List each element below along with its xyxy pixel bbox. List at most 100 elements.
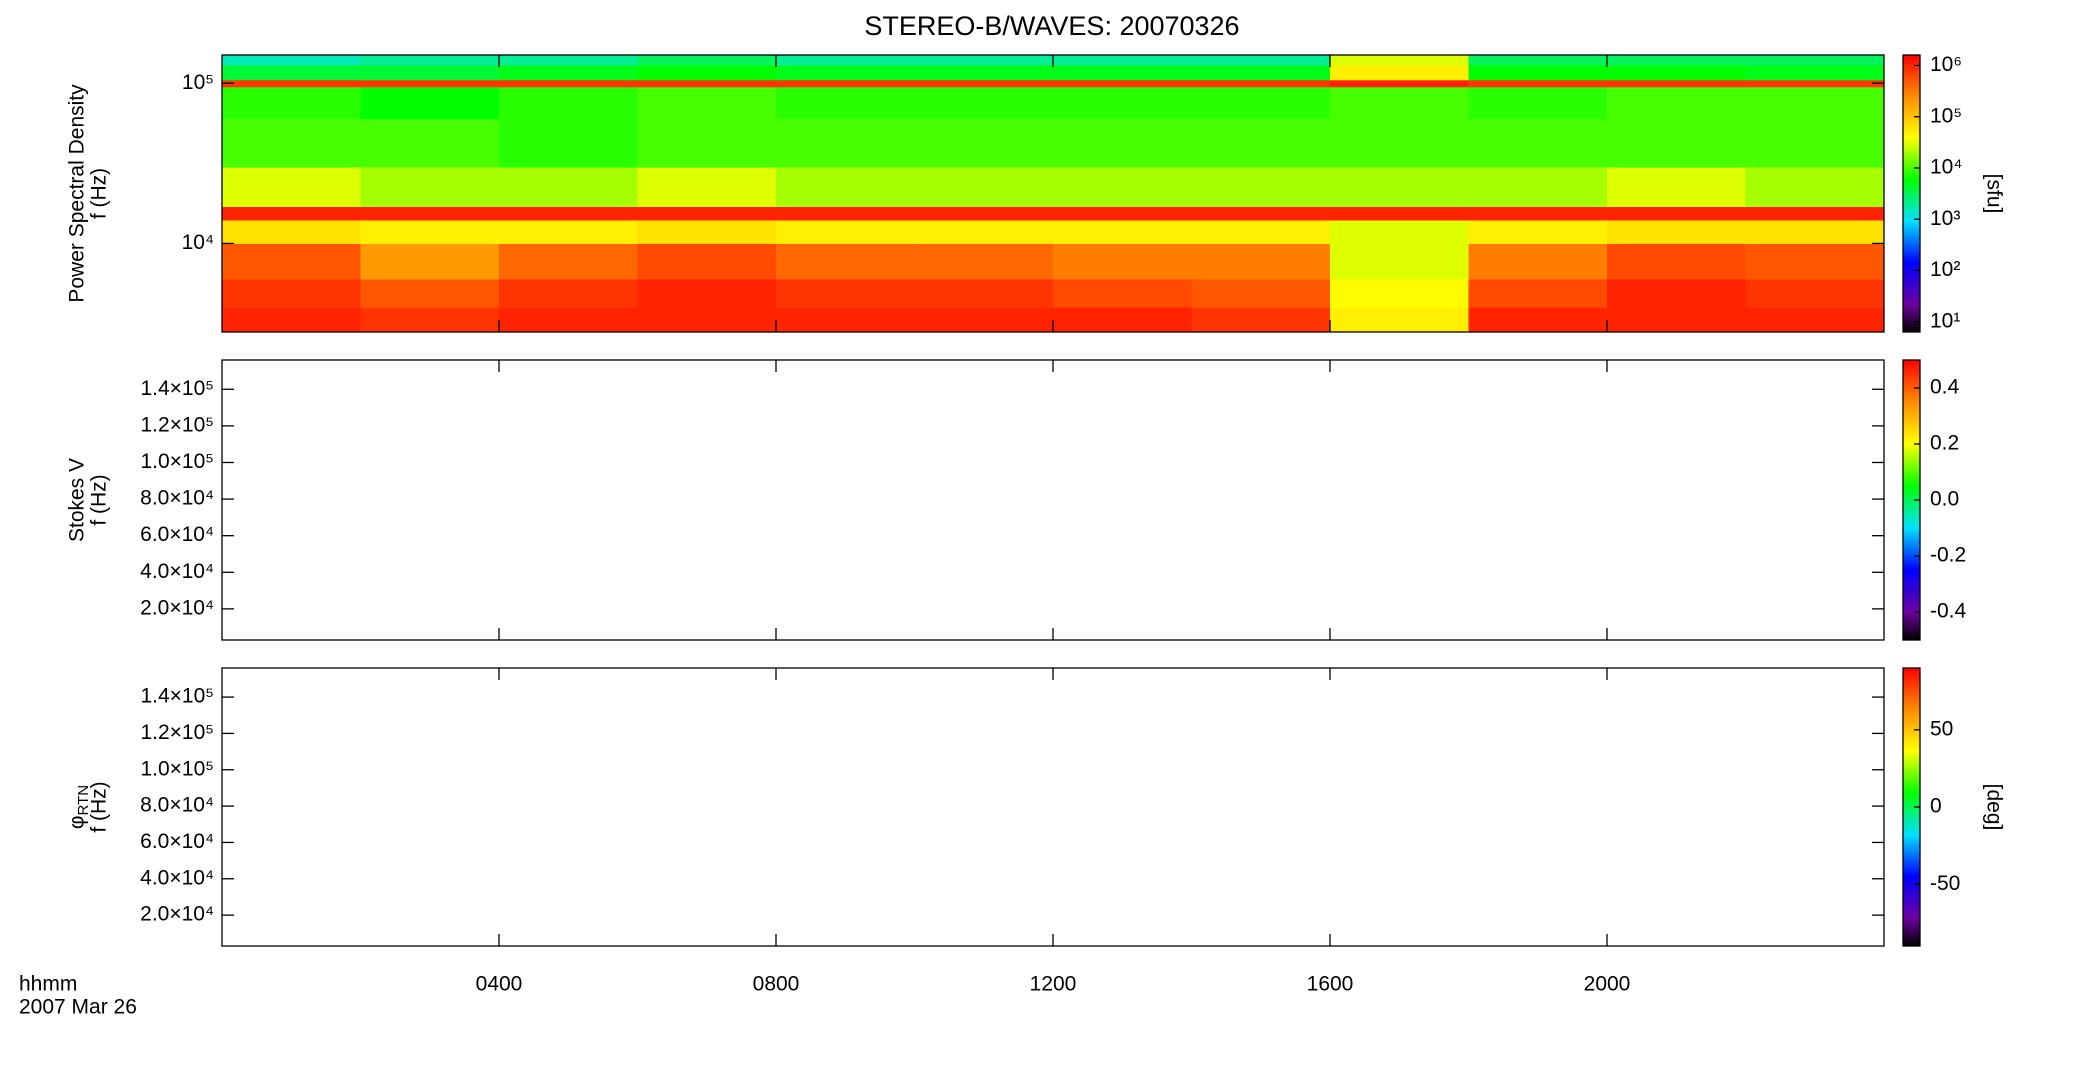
heatmap-cell bbox=[1745, 166, 1885, 208]
heatmap-cell bbox=[222, 79, 361, 88]
heatmap-cell bbox=[1330, 166, 1469, 208]
y-tick-label: 1.2×10⁵ bbox=[140, 413, 214, 436]
colorbar-tick-label: 10⁵ bbox=[1930, 104, 1962, 127]
heatmap-cell bbox=[222, 307, 361, 333]
heatmap-cell bbox=[1191, 118, 1331, 168]
heatmap-cell bbox=[1330, 278, 1469, 308]
heatmap-cell bbox=[499, 243, 638, 280]
y-axis-label-sub: RTN bbox=[75, 785, 92, 816]
heatmap-cell bbox=[776, 243, 915, 280]
colorbar-tick-label: 10² bbox=[1930, 258, 1960, 281]
y-tick-label: 8.0×10⁴ bbox=[140, 487, 214, 510]
heatmap-cell bbox=[776, 55, 915, 66]
heatmap-cell bbox=[1607, 64, 1746, 81]
heatmap-cell bbox=[1053, 55, 1192, 66]
heatmap-cell bbox=[1745, 86, 1885, 120]
y-tick-label: 6.0×10⁴ bbox=[140, 830, 214, 853]
heatmap-cell bbox=[1607, 307, 1746, 333]
heatmap-cell bbox=[914, 278, 1054, 308]
colorbar-label: [sfu] bbox=[1982, 174, 2005, 214]
heatmap-cell bbox=[1607, 55, 1746, 66]
colorbar-tick-label: 10⁶ bbox=[1930, 53, 1962, 76]
heatmap-cell bbox=[637, 220, 777, 244]
heatmap-cell bbox=[914, 79, 1054, 88]
heatmap-cell bbox=[1053, 166, 1192, 208]
x-tick-label: 1600 bbox=[1307, 973, 1354, 996]
heatmap-cell bbox=[1607, 206, 1746, 221]
heatmap-cell bbox=[1053, 64, 1192, 81]
heatmap-cell bbox=[1745, 307, 1885, 333]
heatmap-cell bbox=[914, 55, 1054, 66]
x-tick-label: 2000 bbox=[1584, 973, 1631, 996]
heatmap-cell bbox=[637, 206, 777, 221]
y-tick-label: 1.4×10⁵ bbox=[140, 685, 214, 708]
heatmap-cell bbox=[776, 278, 915, 308]
heatmap-cell bbox=[637, 307, 777, 333]
heatmap-cell bbox=[1607, 118, 1746, 168]
y-axis-label-line: Power Spectral Density bbox=[66, 84, 89, 303]
chart-title: STEREO-B/WAVES: 20070326 bbox=[864, 11, 1239, 41]
heatmap-cell bbox=[1330, 118, 1469, 168]
y-tick-label: 6.0×10⁴ bbox=[140, 523, 214, 546]
heatmap-cell bbox=[1053, 220, 1192, 244]
colorbar-tick-label: 10³ bbox=[1930, 207, 1960, 230]
heatmap-cell bbox=[1191, 55, 1331, 66]
heatmap-cell bbox=[360, 243, 500, 280]
heatmap-cell bbox=[1607, 166, 1746, 208]
heatmap-cell bbox=[1468, 55, 1608, 66]
heatmap-cell bbox=[1607, 220, 1746, 244]
heatmap-cell bbox=[222, 166, 361, 208]
heatmap-cell bbox=[499, 118, 638, 168]
heatmap-cell bbox=[1191, 220, 1331, 244]
heatmap-cell bbox=[1330, 307, 1469, 333]
heatmap-cell bbox=[776, 206, 915, 221]
heatmap-cell bbox=[1607, 243, 1746, 280]
colorbar-tick-label: 10¹ bbox=[1930, 309, 1960, 332]
heatmap-cell bbox=[499, 166, 638, 208]
heatmap-cell bbox=[1191, 166, 1331, 208]
colorbar-tick-label: -50 bbox=[1930, 872, 1960, 895]
colorbar-tick-label: 0.4 bbox=[1930, 376, 1960, 399]
heatmap-cell bbox=[1191, 64, 1331, 81]
heatmap-cell bbox=[914, 243, 1054, 280]
heatmap-cell bbox=[914, 166, 1054, 208]
heatmap-cell bbox=[1330, 206, 1469, 221]
heatmap-cell bbox=[1053, 79, 1192, 88]
heatmap-cell bbox=[1607, 86, 1746, 120]
heatmap-cell bbox=[776, 166, 915, 208]
heatmap-cell bbox=[637, 278, 777, 308]
heatmap-cell bbox=[914, 86, 1054, 120]
heatmap-cell bbox=[914, 118, 1054, 168]
heatmap-cell bbox=[776, 220, 915, 244]
heatmap-cell bbox=[1330, 64, 1469, 81]
heatmap-cell bbox=[637, 243, 777, 280]
y-axis-label: Power Spectral Density f (Hz) bbox=[66, 84, 111, 303]
heatmap-cell bbox=[222, 118, 361, 168]
heatmap-cell bbox=[222, 220, 361, 244]
heatmap-cell bbox=[1330, 55, 1469, 66]
colorbar-tick-label: -0.2 bbox=[1930, 544, 1966, 567]
heatmap-cell bbox=[1607, 278, 1746, 308]
heatmap-cell bbox=[1745, 118, 1885, 168]
y-tick-label: 1.0×10⁵ bbox=[140, 450, 214, 473]
heatmap-cell bbox=[637, 118, 777, 168]
heatmap-cell bbox=[1053, 86, 1192, 120]
colorbar-tick-label: -0.4 bbox=[1930, 600, 1967, 623]
heatmap-cell bbox=[1745, 55, 1885, 66]
heatmap-cell bbox=[499, 220, 638, 244]
heatmap-cell bbox=[360, 79, 500, 88]
heatmap-cell bbox=[1330, 220, 1469, 244]
date-label: 2007 Mar 26 bbox=[19, 996, 137, 1019]
heatmap-cell bbox=[1745, 220, 1885, 244]
heatmap-cell bbox=[1191, 86, 1331, 120]
heatmap-cell bbox=[222, 86, 361, 120]
heatmap-cell bbox=[222, 278, 361, 308]
heatmap-cell bbox=[637, 79, 777, 88]
colorbar-label: [deg] bbox=[1982, 784, 2005, 831]
heatmap-cell bbox=[914, 64, 1054, 81]
heatmap-cell bbox=[637, 55, 777, 66]
x-tick-label: 0800 bbox=[753, 973, 800, 996]
